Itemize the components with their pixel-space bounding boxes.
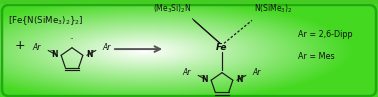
Text: $\mathsf{N(SiMe_3)_2}$: $\mathsf{N(SiMe_3)_2}$ [254,2,293,15]
Text: –: – [200,72,203,78]
Text: $\mathsf{(Me_3Si)_2N}$: $\mathsf{(Me_3Si)_2N}$ [153,2,192,15]
Text: Ar: Ar [183,68,191,77]
Text: Fe: Fe [216,43,228,52]
Text: N: N [201,75,208,84]
Text: –: – [241,72,245,78]
Polygon shape [192,18,220,43]
Text: N: N [52,50,58,59]
Text: $+$: $+$ [14,39,26,52]
Text: Ar = Mes: Ar = Mes [298,52,335,61]
Text: –: – [91,48,94,53]
Text: $\mathsf{[Fe\{N(SiMe_3)_2\}_2]}$: $\mathsf{[Fe\{N(SiMe_3)_2\}_2]}$ [8,14,84,27]
Text: Ar: Ar [253,68,261,77]
Text: Ar = 2,6-Dipp: Ar = 2,6-Dipp [298,30,353,39]
Text: Ar: Ar [103,43,111,52]
Text: N: N [236,75,242,84]
Text: N: N [86,50,92,59]
Text: ··: ·· [70,35,74,44]
Text: Ar: Ar [33,43,41,52]
Text: –: – [50,48,53,53]
